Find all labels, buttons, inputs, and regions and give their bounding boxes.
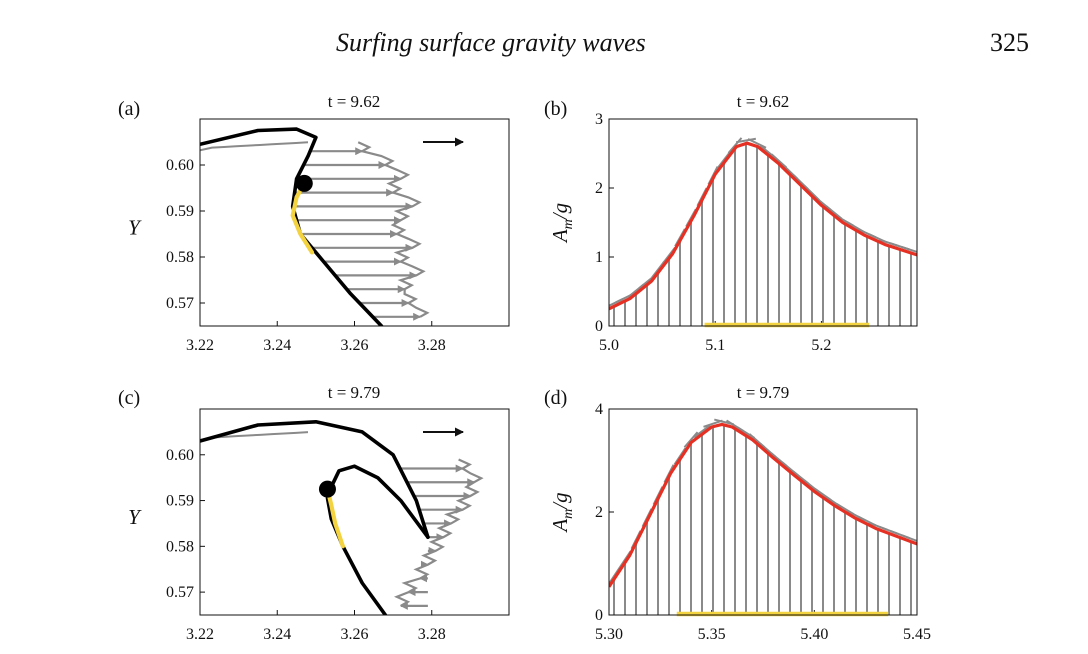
x-tick-label: 5.40: [800, 626, 828, 643]
grid-dash: [901, 245, 917, 253]
surfer-marker: [318, 480, 336, 498]
free-surface-curve: [200, 419, 430, 540]
y-axis-label: Am/g: [548, 492, 576, 533]
panel-b-title: t = 9.62: [737, 92, 790, 111]
y-label-denominator: /g: [548, 203, 572, 220]
grid-dash: [727, 137, 743, 154]
x-tick-label: 5.0: [599, 337, 619, 354]
page-number: 325: [990, 28, 1029, 57]
y-tick-label: 1: [595, 249, 603, 266]
y-tick-label: 4: [595, 401, 603, 418]
amplitude-curve: [609, 422, 917, 588]
x-tick-label: 3.22: [186, 337, 214, 354]
panel-b: (b) t = 9.62 5.0 5.1 5.2 0 1 2 3 Am/g: [544, 92, 918, 354]
x-tick-label: 3.22: [186, 626, 214, 643]
y-tick-label: 0.57: [166, 584, 194, 601]
grid-dash: [901, 534, 917, 542]
y-tick-label: 0.60: [166, 157, 194, 174]
grid-dash: [609, 567, 621, 586]
grid-dash: [683, 431, 699, 448]
grid-dash: [673, 447, 687, 466]
y-tick-label: 3: [595, 111, 603, 128]
x-tick-label: 3.24: [263, 626, 291, 643]
highlighted-surface-segment: [290, 181, 315, 255]
running-title: Surfing surface gravity waves: [336, 28, 646, 57]
x-tick-label: 5.30: [595, 626, 623, 643]
y-label-subscript: m: [561, 219, 576, 229]
x-tick-label: 5.45: [903, 626, 931, 643]
arrowhead-zigzag: [357, 141, 430, 318]
grid-dash: [717, 151, 731, 169]
grid-dash: [651, 261, 665, 279]
running-header: Surfing surface gravity waves 325: [0, 28, 1088, 64]
panel-a-label: (a): [118, 98, 140, 120]
panel-a-title: t = 9.62: [328, 92, 381, 111]
panel-c-frame: [199, 408, 510, 616]
panel-a-plot-area: [200, 127, 430, 326]
surfer-marker: [295, 174, 313, 192]
y-tick-label: 0: [595, 607, 603, 624]
x-tick-label: 3.26: [341, 626, 369, 643]
x-tick-label: 3.28: [418, 337, 446, 354]
y-axis-label: Am/g: [548, 203, 576, 244]
x-tick-label: 5.2: [811, 337, 831, 354]
free-surface-curve: [200, 127, 384, 326]
y-label-main: A: [548, 519, 572, 534]
y-axis-label: Y: [128, 505, 142, 529]
panel-a: (a) t = 9.62 3.22 3.24 3.26 3.28 0.57 0.58 0.59 0…: [118, 92, 510, 354]
panel-b-label: (b): [544, 98, 567, 120]
x-tick-label: 5.1: [705, 337, 725, 354]
x-tick-label: 3.28: [418, 626, 446, 643]
x-tick-label: 5.35: [698, 626, 726, 643]
amplitude-curve: [609, 141, 917, 311]
y-label-main: A: [548, 229, 572, 244]
y-tick-label: 0: [595, 318, 603, 335]
grid-dash: [747, 138, 767, 149]
y-tick-label: 0.60: [166, 447, 194, 464]
grid-dash: [693, 424, 711, 439]
panel-b-plot-area: [609, 137, 917, 326]
x-tick-label: 3.26: [341, 337, 369, 354]
panel-d-label: (d): [544, 387, 567, 409]
panel-c-label: (c): [118, 387, 140, 409]
y-tick-label: 0.57: [166, 295, 194, 312]
panel-c: (c) t = 9.79 3.22 3.24 3.26 3.28 0.57 0.58 0.59 0…: [118, 383, 510, 643]
panel-c-title: t = 9.79: [328, 383, 381, 402]
y-tick-label: 0.58: [166, 249, 194, 266]
y-axis-label: Y: [128, 216, 142, 240]
y-tick-label: 0.58: [166, 538, 194, 555]
surface-arrow-tips: [200, 141, 309, 152]
y-tick-label: 0.59: [166, 493, 194, 510]
panel-d: (d) t = 9.79 5.30 5.35 5.40 5.45 0 2 4 Am/g: [544, 383, 931, 643]
panel-d-plot-area: [609, 418, 917, 615]
y-tick-label: 2: [595, 504, 603, 521]
panel-d-title: t = 9.79: [737, 383, 790, 402]
panel-c-plot-area: [200, 419, 484, 615]
y-label-subscript: m: [561, 509, 576, 519]
panel-d-frame: [608, 408, 918, 616]
arrowhead-zigzag: [393, 458, 484, 607]
y-tick-label: 0.59: [166, 203, 194, 220]
panel-a-frame: [199, 118, 510, 327]
x-tick-label: 3.24: [263, 337, 291, 354]
grid-dash: [735, 137, 757, 144]
y-label-denominator: /g: [548, 492, 572, 509]
panel-b-frame: [608, 118, 918, 327]
y-tick-label: 2: [595, 180, 603, 197]
